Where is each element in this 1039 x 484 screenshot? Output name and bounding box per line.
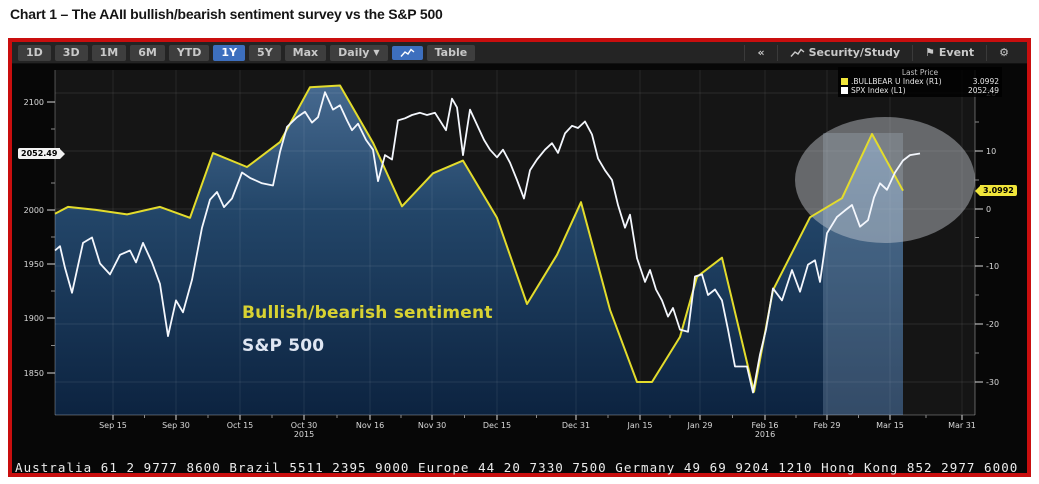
toolbar-button-label: Table bbox=[434, 45, 468, 59]
left-axis-tick-label: 1950 bbox=[24, 260, 44, 269]
chart-toolbar: 1D 3D 1M 6M YTD 1Y 5Y Max Daily ▼ Table « Security/… bbox=[12, 42, 1027, 64]
dropdown-arrow-icon: ▼ bbox=[373, 47, 380, 57]
legend-swatch-icon bbox=[841, 87, 848, 94]
footer-line-1: Australia 61 2 9777 8600 Brazil 5511 239… bbox=[15, 460, 1019, 475]
badge-pointer bbox=[975, 185, 980, 196]
toolbar-gear-icon-button[interactable]: ⚙ bbox=[986, 44, 1021, 61]
x-axis-tick-label: Dec 15 bbox=[483, 421, 511, 430]
x-axis-tick-label: Mar 15 bbox=[876, 421, 904, 430]
toolbar-line-chart-icon-button[interactable] bbox=[391, 45, 423, 60]
toolbar-collapse-chevrons-icon-button[interactable]: « bbox=[744, 44, 776, 61]
right-axis-tick-label: -20 bbox=[986, 320, 999, 329]
toolbar-button-label: 6M bbox=[138, 45, 157, 59]
toolbar-table-button[interactable]: Table bbox=[426, 44, 476, 61]
right-axis-tick-label: 0 bbox=[986, 205, 991, 214]
spx-line bbox=[54, 91, 921, 394]
toolbar-button-label: YTD bbox=[176, 45, 202, 59]
legend-label: .BULLBEAR U Index (R1) bbox=[851, 77, 942, 86]
x-axis-tick-label: Feb 29 bbox=[814, 421, 841, 430]
x-axis-tick-label: Jan 15 bbox=[626, 421, 652, 430]
chart-legend: Last Price .BULLBEAR U Index (R1) 3.0992 S… bbox=[838, 67, 1002, 97]
line-chart-icon bbox=[400, 47, 415, 57]
toolbar-button-label: 1Y bbox=[221, 45, 238, 59]
right-axis-tick-label: 10 bbox=[986, 147, 996, 156]
x-axis-year-label: 2016 bbox=[755, 430, 775, 439]
left-axis-tick-label: 2100 bbox=[24, 98, 44, 107]
gear-icon: ⚙ bbox=[999, 45, 1009, 59]
toolbar-left-group: 1D 3D 1M 6M YTD 1Y 5Y Max Daily ▼ Table bbox=[18, 42, 479, 63]
legend-entry[interactable]: SPX Index (L1) 2052.49 bbox=[841, 86, 999, 95]
x-axis-tick-label: Nov 16 bbox=[356, 421, 384, 430]
toolbar-5y-button[interactable]: 5Y bbox=[249, 44, 281, 61]
toolbar-button-label: Daily bbox=[338, 45, 370, 59]
spx-annotation: S&P 500 bbox=[242, 336, 325, 356]
x-axis-year-label: 2015 bbox=[294, 430, 314, 439]
left-axis-tick-label: 1850 bbox=[24, 369, 44, 378]
legend-swatch-icon bbox=[841, 78, 848, 85]
badge-pointer bbox=[60, 148, 66, 159]
bloomberg-chart-panel: 1D 3D 1M 6M YTD 1Y 5Y Max Daily ▼ Table « Security/… bbox=[8, 38, 1031, 477]
x-axis-tick-label: Sep 30 bbox=[162, 421, 190, 430]
sentiment-area-fill bbox=[55, 85, 903, 415]
x-axis-tick-label: Feb 16 bbox=[752, 421, 779, 430]
left-axis-tick-label: 1900 bbox=[24, 314, 44, 323]
legend-label: SPX Index (L1) bbox=[851, 86, 906, 95]
highlight-ellipse bbox=[795, 117, 975, 243]
chart-plot-area[interactable]: 21002050200019501900185020100-10-20-30Se… bbox=[12, 64, 1027, 440]
x-axis-tick-label: Jan 29 bbox=[686, 421, 712, 430]
highlight-band bbox=[823, 133, 903, 415]
x-axis-tick-label: Oct 30 bbox=[291, 421, 318, 430]
x-axis-tick-label: Nov 30 bbox=[418, 421, 446, 430]
collapse-chevrons-icon: « bbox=[757, 45, 765, 59]
x-axis-tick-label: Oct 15 bbox=[227, 421, 254, 430]
toolbar-6m-button[interactable]: 6M bbox=[130, 44, 165, 61]
toolbar-right-group: « Security/Study ⚑ Event ⚙ bbox=[744, 42, 1021, 63]
sentiment-last-price-badge: 3.0992 bbox=[975, 185, 1017, 196]
toolbar-button-label: 5Y bbox=[257, 45, 273, 59]
toolbar-button-label: Security/Study bbox=[808, 45, 901, 59]
toolbar-1m-button[interactable]: 1M bbox=[91, 44, 127, 61]
toolbar-button-label: 1D bbox=[26, 45, 43, 59]
page-title: Chart 1 – The AAII bullish/bearish senti… bbox=[10, 6, 443, 22]
left-axis-tick-label: 2000 bbox=[24, 206, 44, 215]
toolbar-daily-button[interactable]: Daily ▼ bbox=[330, 44, 388, 61]
toolbar-button-label: Max bbox=[292, 45, 319, 59]
spx-last-price-badge: 2052.49 bbox=[18, 148, 66, 159]
legend-value: 2052.49 bbox=[967, 86, 999, 95]
toolbar-button-label: Event bbox=[938, 45, 975, 59]
legend-value: 3.0992 bbox=[972, 77, 999, 86]
terminal-footer: Australia 61 2 9777 8600 Brazil 5511 239… bbox=[12, 443, 1027, 484]
toolbar-max-button[interactable]: Max bbox=[284, 44, 327, 61]
x-axis-tick-label: Sep 15 bbox=[99, 421, 127, 430]
toolbar-1d-button[interactable]: 1D bbox=[18, 44, 51, 61]
right-axis-tick-label: -30 bbox=[986, 378, 999, 387]
toolbar-event-button[interactable]: ⚑ Event bbox=[912, 44, 986, 61]
sentiment-annotation: Bullish/bearish sentiment bbox=[242, 303, 493, 323]
toolbar-button-label: 3D bbox=[62, 45, 80, 59]
x-axis-tick-label: Dec 31 bbox=[562, 421, 590, 430]
right-axis-tick-label: -10 bbox=[986, 262, 999, 271]
toolbar-3d-button[interactable]: 3D bbox=[54, 44, 88, 61]
toolbar-button-label: 1M bbox=[99, 45, 119, 59]
x-axis-tick-label: Mar 31 bbox=[948, 421, 976, 430]
legend-title: Last Price bbox=[901, 68, 939, 77]
toolbar-security-study-button[interactable]: Security/Study bbox=[776, 44, 912, 61]
toolbar-1y-button[interactable]: 1Y bbox=[213, 44, 246, 61]
toolbar-ytd-button[interactable]: YTD bbox=[168, 44, 210, 61]
flag-icon: ⚑ bbox=[925, 45, 935, 59]
legend-entry[interactable]: .BULLBEAR U Index (R1) 3.0992 bbox=[841, 77, 999, 86]
study-chart-icon bbox=[790, 47, 805, 57]
